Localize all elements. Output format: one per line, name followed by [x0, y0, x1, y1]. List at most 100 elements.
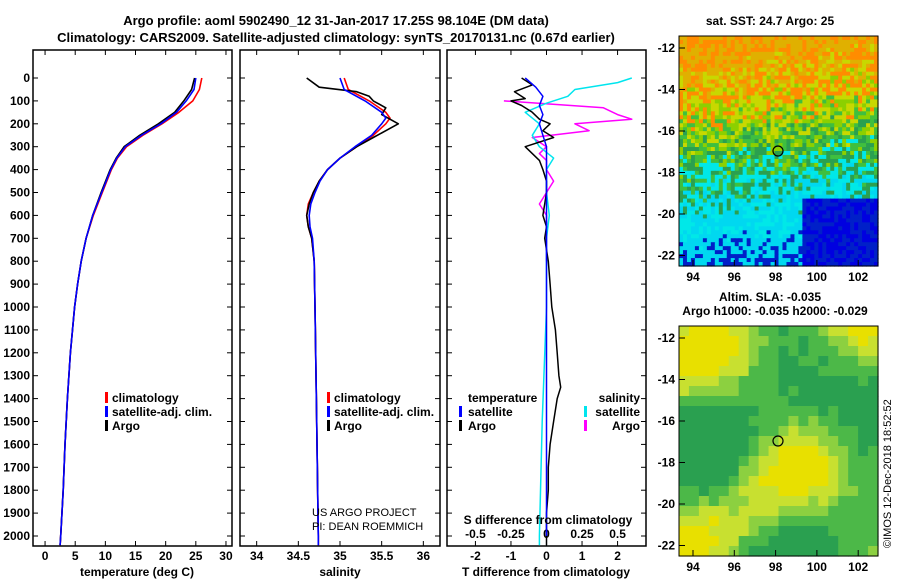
heatmap-cell [726, 51, 732, 57]
heatmap-cell [714, 250, 720, 255]
heatmap-cell [742, 254, 748, 259]
heatmap-cell [862, 91, 867, 97]
heatmap-cell [698, 234, 704, 239]
heatmap-cell [778, 83, 784, 89]
heatmap-cell [714, 51, 720, 57]
heatmap-cell [858, 115, 863, 120]
heatmap-cell [798, 139, 803, 144]
heatmap-cell [818, 254, 823, 259]
heatmap-cell [858, 127, 863, 132]
heatmap-cell [682, 226, 688, 231]
heatmap-cell [866, 158, 871, 164]
heatmap-cell [838, 147, 843, 152]
heatmap-cell [786, 222, 792, 227]
heatmap-cell [762, 174, 768, 180]
heatmap-cell [770, 174, 776, 180]
heatmap-cell [702, 254, 708, 259]
heatmap-cell [850, 186, 855, 192]
heatmap-cell [746, 242, 752, 247]
heatmap-cell [826, 91, 831, 97]
heatmap-cell [766, 158, 772, 164]
heatmap-cell [694, 222, 700, 227]
heatmap-cell [838, 436, 849, 447]
heatmap-cell [710, 254, 716, 259]
depth-tick-label: 600 [10, 208, 30, 222]
heatmap-cell [762, 202, 768, 208]
heatmap-cell [690, 43, 696, 49]
heatmap-cell [866, 238, 871, 243]
heatmap-cell [688, 446, 700, 457]
heatmap-cell [722, 222, 728, 227]
heatmap-cell [818, 258, 823, 263]
heatmap-cell [706, 115, 712, 120]
heatmap-cell [838, 238, 843, 243]
heatmap-cell [679, 396, 690, 407]
heatmap-cell [722, 230, 728, 235]
heatmap-cell [808, 396, 819, 407]
heatmap-cell [842, 238, 847, 243]
heatmap-cell [762, 178, 768, 184]
heatmap-cell [858, 182, 863, 188]
heatmap-cell [706, 111, 712, 116]
heatmap-cell [806, 79, 811, 85]
heatmap-cell [842, 83, 847, 89]
heatmap-cell [834, 258, 839, 263]
heatmap-cell [710, 115, 716, 120]
heatmap-cell [870, 218, 875, 223]
heatmap-cell [858, 506, 869, 517]
heatmap-cell [708, 446, 720, 457]
heatmap-cell [808, 496, 819, 507]
heatmap-cell [718, 147, 724, 152]
heatmap-cell [730, 151, 736, 156]
heatmap-cell [770, 83, 776, 89]
heatmap-cell [786, 47, 792, 53]
heatmap-cell [846, 202, 851, 208]
heatmap-cell [702, 147, 708, 152]
heatmap-cell [850, 154, 855, 160]
heatmap-cell [826, 214, 831, 220]
heatmap-cell [798, 386, 809, 397]
heatmap-cell [766, 174, 772, 180]
heatmap-cell [806, 55, 811, 61]
heatmap-cell [730, 162, 736, 168]
heatmap-cell [706, 214, 712, 220]
heatmap-cell [850, 206, 855, 212]
heatmap-cell [742, 174, 748, 180]
heatmap-cell [714, 238, 720, 243]
heatmap-cell [754, 95, 760, 101]
heatmap-cell [806, 202, 811, 208]
heatmap-cell [758, 436, 770, 447]
heatmap-cell [830, 206, 835, 212]
heatmap-cell [766, 139, 772, 144]
heatmap-cell [862, 63, 867, 69]
heatmap-cell [830, 67, 835, 73]
heatmap-cell [874, 202, 879, 208]
heatmap-cell [679, 366, 690, 377]
heatmap-cell [830, 218, 835, 223]
heatmap-cell [838, 366, 849, 377]
heatmap-cell [790, 206, 796, 212]
heatmap-cell [808, 386, 819, 397]
heatmap-cell [770, 178, 776, 184]
heatmap-cell [782, 206, 788, 212]
heatmap-cell [694, 214, 700, 220]
heatmap-cell [868, 536, 879, 547]
heatmap-cell [730, 198, 736, 204]
heatmap-cell [710, 242, 716, 247]
heatmap-cell [806, 162, 811, 168]
heatmap-cell [750, 103, 756, 108]
heatmap-cell [854, 198, 859, 204]
heatmap-cell [770, 127, 776, 132]
heatmap-cell [714, 39, 720, 45]
heatmap-cell [714, 36, 720, 41]
heatmap-cell [838, 63, 843, 69]
heatmap-cell [679, 254, 684, 259]
heatmap-cell [862, 55, 867, 61]
heatmap-cell [814, 154, 819, 160]
heatmap-cell [690, 202, 696, 208]
heatmap-cell [754, 154, 760, 160]
heatmap-cell [702, 143, 708, 148]
heatmap-cell [846, 158, 851, 164]
heatmap-cell [842, 186, 847, 192]
heatmap-cell [698, 222, 704, 227]
